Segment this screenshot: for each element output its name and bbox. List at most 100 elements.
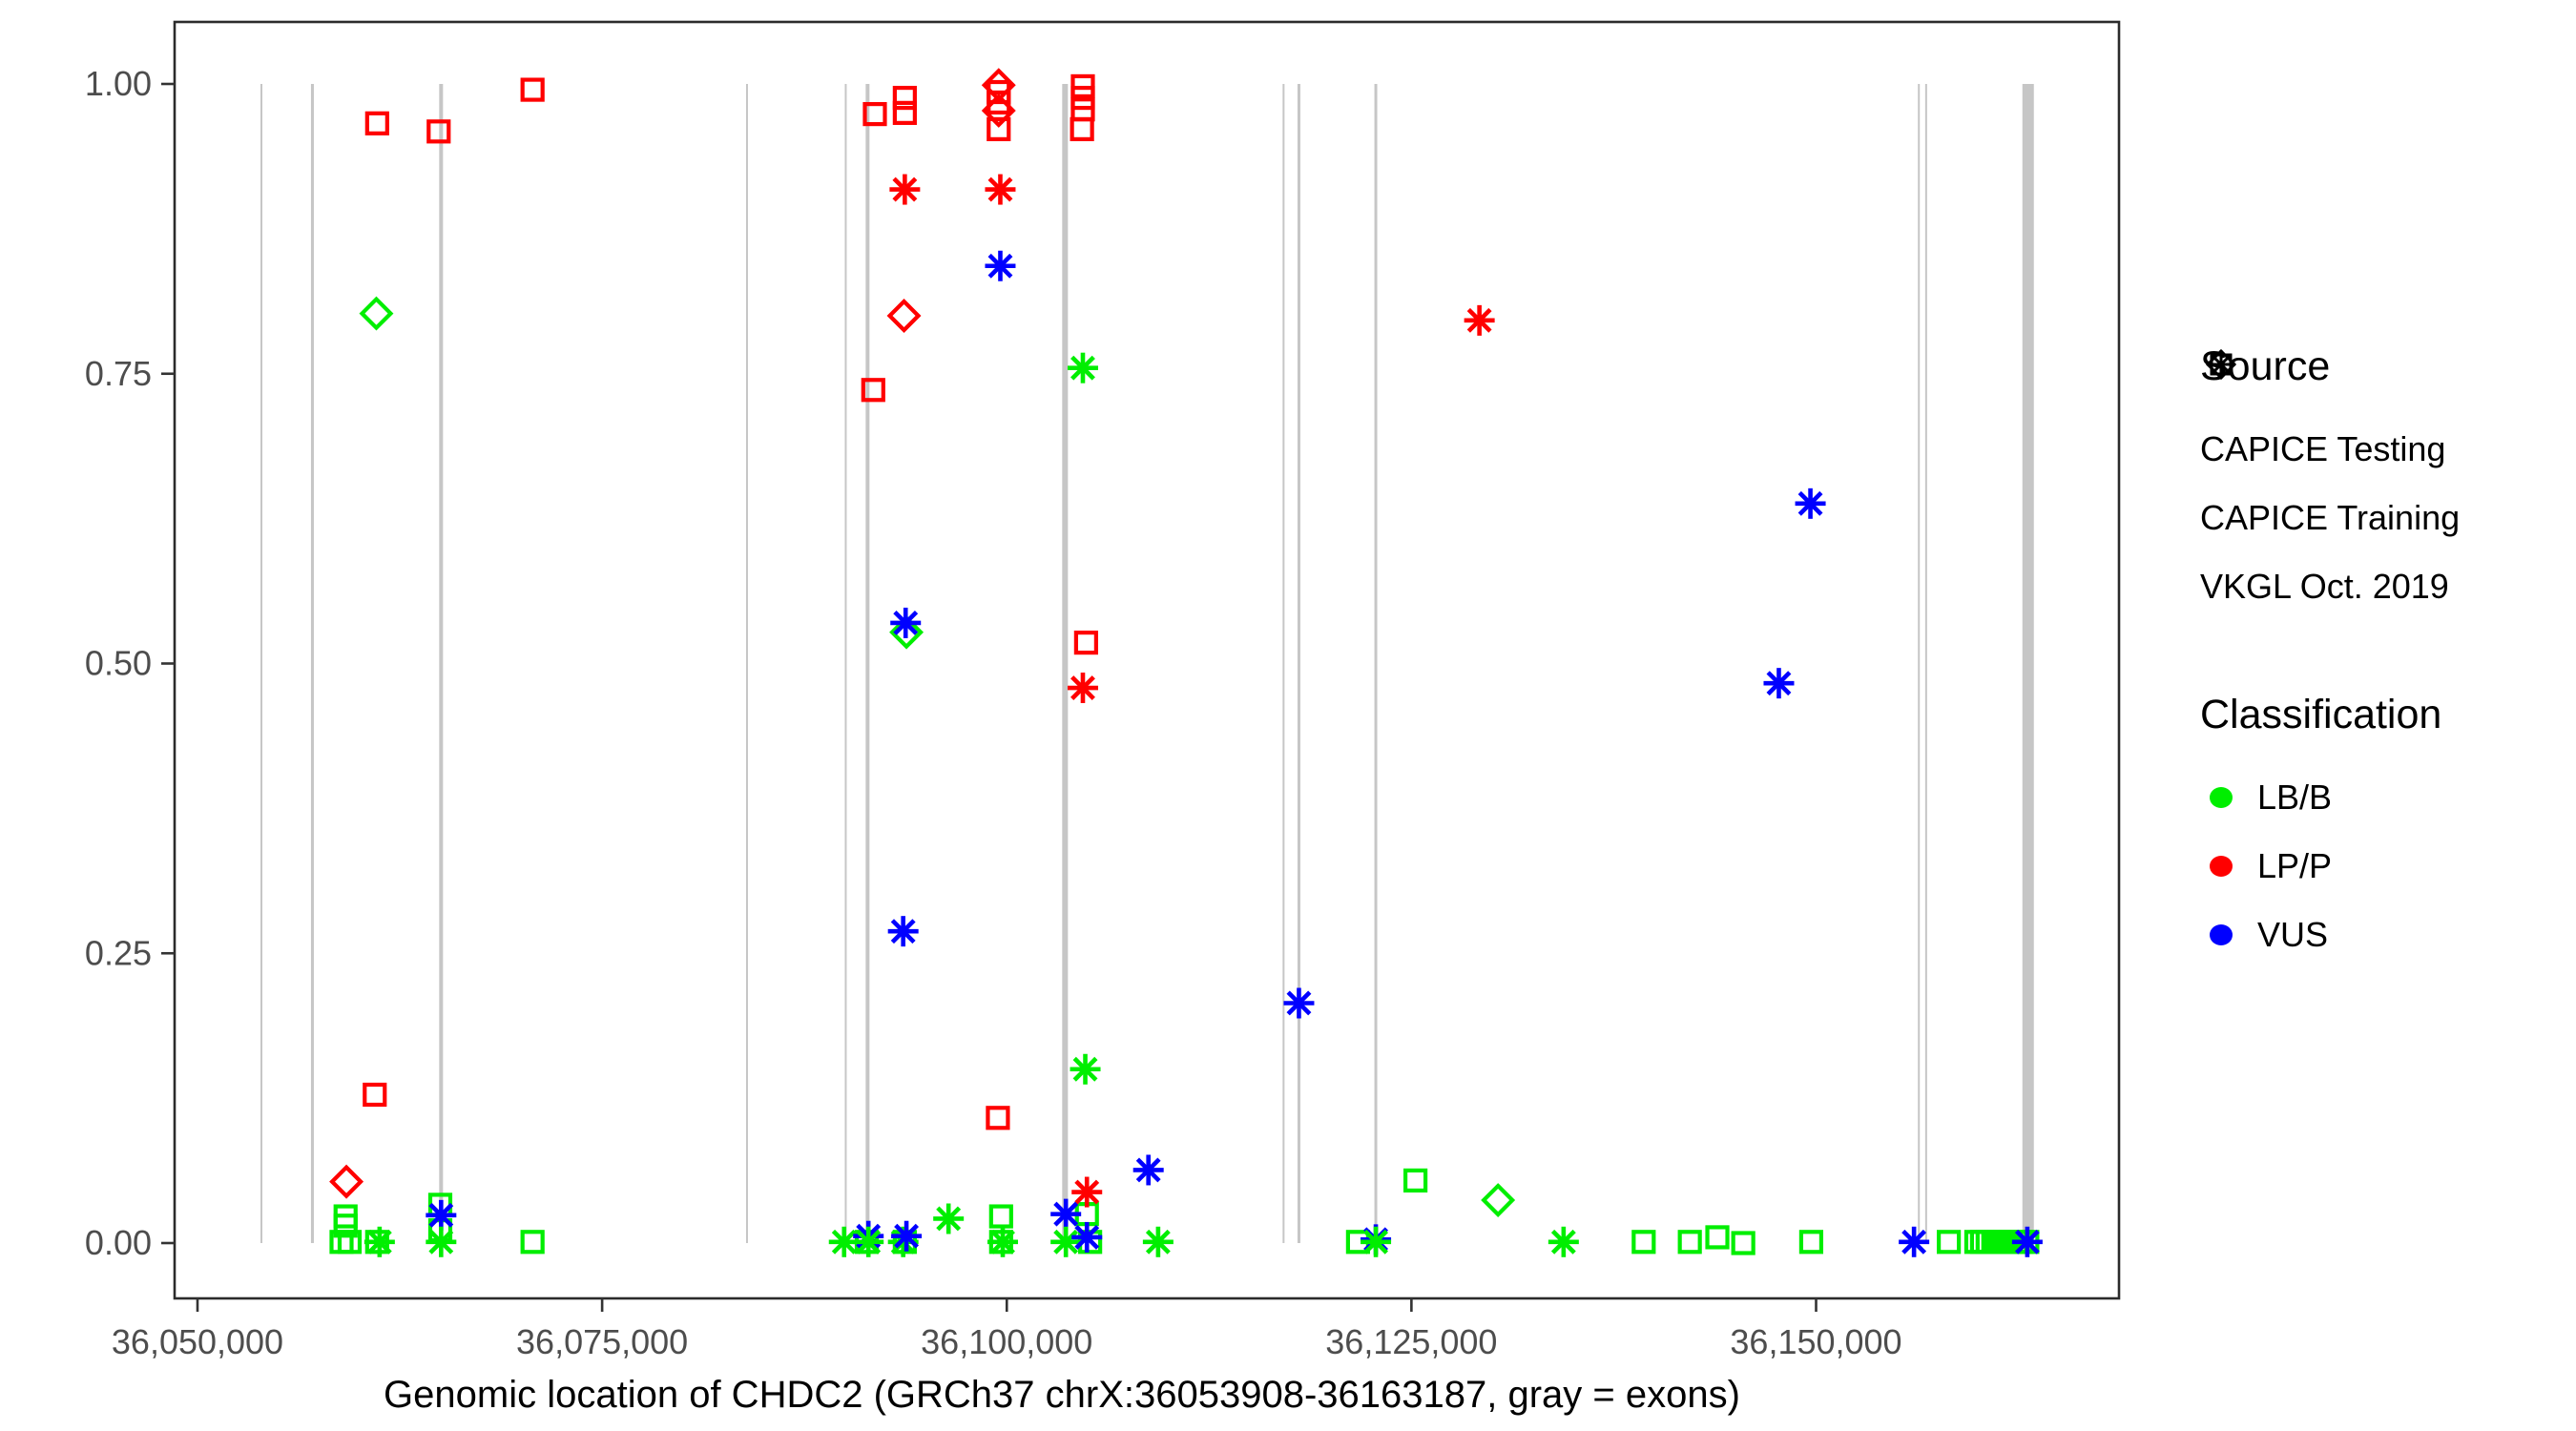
line — [893, 611, 919, 635]
line — [1766, 671, 1792, 696]
point-square — [426, 119, 451, 144]
point-diamond — [889, 614, 924, 650]
point-square — [1798, 1230, 1824, 1255]
point-diamond — [329, 1164, 364, 1199]
line — [1070, 355, 1095, 381]
point-diamond — [886, 299, 922, 333]
point-diamond — [1481, 1183, 1516, 1218]
y-tick-label: 0.75 — [85, 354, 152, 393]
point-asterisk — [985, 250, 1016, 281]
point-square — [520, 77, 545, 102]
point-asterisk — [426, 1199, 457, 1231]
point-square — [862, 101, 887, 127]
legend-item-label: LB/B — [2257, 778, 2333, 817]
legend-item-label: VKGL Oct. 2019 — [2200, 567, 2449, 606]
point-asterisk — [1067, 673, 1098, 704]
line — [990, 1229, 1015, 1255]
point-square — [861, 378, 885, 403]
legend-source-title: Source — [2200, 343, 2331, 389]
point-asterisk — [1071, 1176, 1103, 1208]
lpp-dot-icon — [2210, 856, 2233, 877]
point-square — [520, 1230, 545, 1255]
point-asterisk — [890, 607, 922, 638]
point-asterisk — [1899, 1226, 1930, 1257]
line — [1901, 1229, 1927, 1255]
legend-item-lbb: LB/B — [2200, 763, 2572, 832]
line — [1135, 1157, 1161, 1183]
line — [894, 1223, 920, 1249]
line — [428, 1202, 454, 1228]
x-tick-label: 36,100,000 — [921, 1322, 1092, 1361]
y-tick-label: 0.00 — [85, 1223, 152, 1262]
line — [428, 1229, 454, 1255]
line — [1053, 1201, 1079, 1227]
point-asterisk — [426, 1226, 457, 1257]
point-square — [987, 116, 1011, 141]
point-asterisk — [2011, 1226, 2043, 1257]
x-tick-label: 36,075,000 — [516, 1322, 688, 1361]
point-square — [1631, 1230, 1656, 1255]
point-asterisk — [985, 174, 1016, 205]
point-asterisk — [933, 1203, 965, 1234]
line — [1070, 675, 1095, 700]
point-asterisk — [987, 1226, 1019, 1257]
point-square — [337, 1230, 363, 1255]
line — [987, 176, 1013, 202]
point-square — [364, 111, 389, 135]
point-square — [988, 1204, 1013, 1229]
point-asterisk — [1067, 352, 1098, 384]
point-square — [987, 90, 1011, 115]
point-asterisk — [364, 1226, 395, 1257]
point-asterisk — [1142, 1226, 1174, 1257]
legend-item-label: VUS — [2257, 915, 2329, 954]
point-asterisk — [1070, 1053, 1101, 1085]
legend-item-capice-testing: CAPICE Testing — [2200, 348, 2572, 484]
point-asterisk — [1795, 487, 1826, 519]
point-asterisk — [891, 1220, 923, 1252]
legend-item-vus: VUS — [2200, 901, 2572, 969]
point-square — [892, 85, 917, 111]
point-asterisk — [1464, 304, 1495, 336]
point-square — [986, 1106, 1010, 1130]
point-asterisk — [1071, 1221, 1103, 1253]
point-asterisk — [1132, 1154, 1164, 1186]
y-tick-label: 0.50 — [85, 644, 152, 683]
legend-item-label: LP/P — [2257, 846, 2333, 885]
x-axis-title: Genomic location of CHDC2 (GRCh37 chrX:3… — [384, 1374, 1740, 1416]
point-asterisk — [887, 916, 919, 947]
line — [1363, 1229, 1388, 1255]
line — [1053, 1229, 1079, 1255]
line — [1145, 1229, 1171, 1255]
point-asterisk — [1050, 1198, 1082, 1230]
y-tick-label: 0.25 — [85, 933, 152, 972]
legend-item-capice-training: CAPICE Training — [2200, 353, 2572, 552]
line — [366, 1229, 392, 1255]
point-asterisk — [1763, 668, 1795, 699]
point-square — [1677, 1230, 1702, 1255]
point-asterisk — [853, 1226, 884, 1257]
legend-item-vkgl: VKGL Oct. 2019 — [2200, 350, 2572, 621]
point-square — [1073, 631, 1098, 655]
point-asterisk — [889, 174, 921, 205]
point-square — [1070, 116, 1094, 141]
legend-classification-title: Classification — [2200, 692, 2442, 737]
point-square — [363, 1082, 387, 1108]
line — [890, 919, 916, 944]
point-square — [1403, 1168, 1428, 1192]
point-diamond — [359, 296, 394, 331]
legend-item-label: CAPICE Training — [2200, 498, 2461, 537]
x-tick-label: 36,150,000 — [1730, 1322, 1901, 1361]
point-asterisk — [1283, 987, 1315, 1019]
point-asterisk — [1548, 1226, 1579, 1257]
line — [1074, 1224, 1100, 1250]
asterisk-icon — [2207, 350, 2235, 379]
point-square — [1731, 1231, 1755, 1255]
point-square — [1937, 1230, 1962, 1255]
x-tick-label: 36,050,000 — [112, 1322, 283, 1361]
line — [1074, 1179, 1100, 1205]
lbb-dot-icon — [2210, 787, 2233, 808]
y-tick-label: 1.00 — [85, 64, 152, 103]
legend: Source CAPICE Testing CAPICE Training — [2200, 343, 2572, 969]
